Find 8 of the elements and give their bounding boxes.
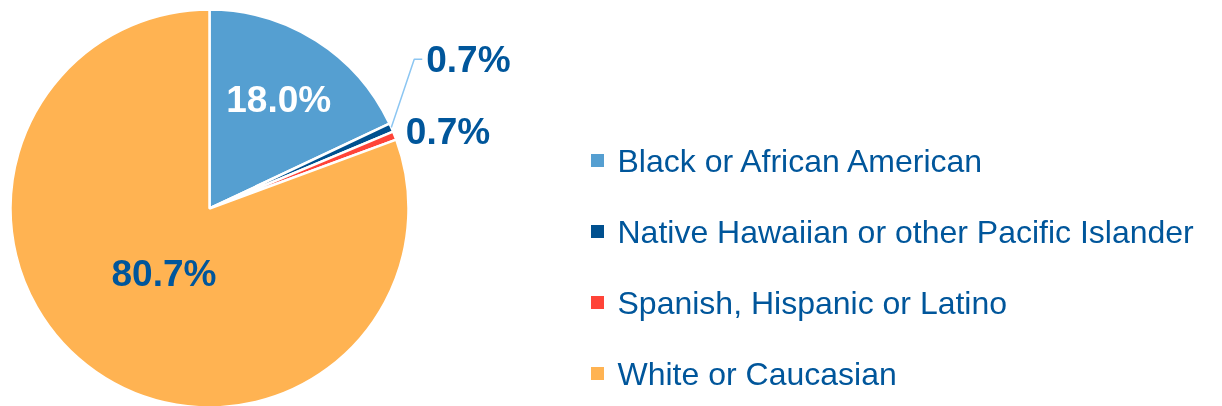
legend-label: Black or African American — [617, 142, 983, 179]
data-label: 80.7% — [111, 253, 217, 295]
legend-label: Native Hawaiian or other Pacific Islander — [617, 213, 1195, 250]
legend-label: White or Caucasian — [617, 355, 897, 392]
legend-label: Spanish, Hispanic or Latino — [617, 284, 1008, 321]
data-label: 0.7% — [405, 110, 491, 152]
data-label: 0.7% — [426, 38, 511, 80]
data-label: 18.0% — [226, 78, 332, 120]
